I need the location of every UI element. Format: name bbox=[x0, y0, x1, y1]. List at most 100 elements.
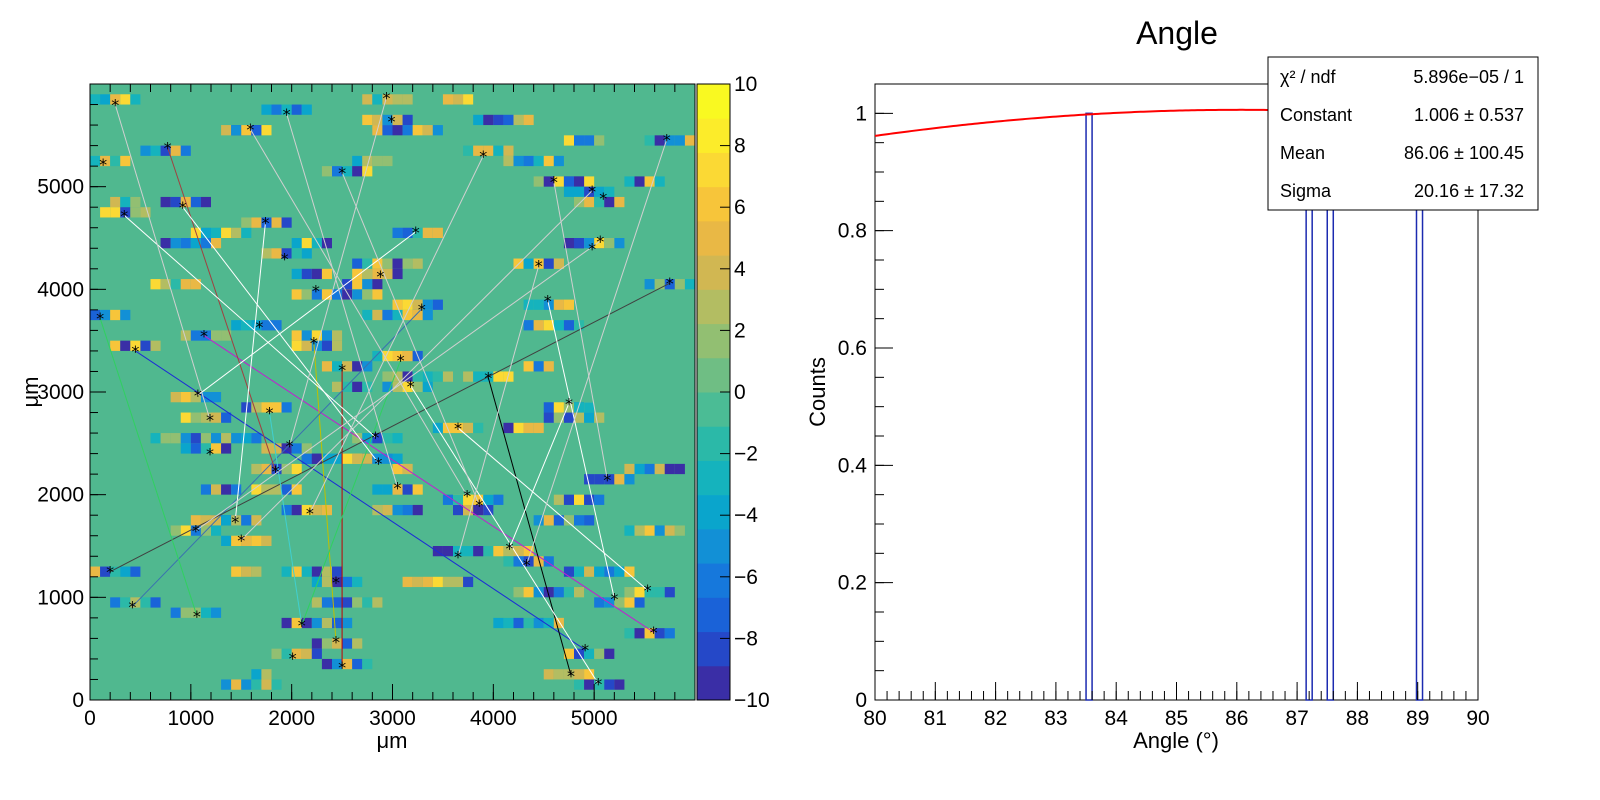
heatmap-cell bbox=[553, 258, 564, 269]
heatmap-cell bbox=[543, 402, 554, 413]
heatmap-cell bbox=[563, 238, 574, 249]
track-line bbox=[457, 265, 540, 557]
heatmap-cell bbox=[533, 587, 544, 598]
heatmap-panel: * * * * * * * * * * * * * * * * * * * * * * * * * * * * * * * * * * * * * * * *… bbox=[18, 73, 770, 753]
colorbar-band bbox=[697, 631, 730, 667]
heatmap-cell bbox=[271, 104, 282, 115]
heatmap-cell bbox=[261, 484, 272, 495]
heatmap-cell bbox=[321, 453, 332, 464]
heatmap-cell bbox=[251, 320, 262, 331]
heatmap-cell bbox=[170, 607, 181, 618]
heatmap-cell bbox=[543, 176, 554, 187]
heatmap-cell bbox=[261, 217, 272, 228]
heatmap-cell bbox=[584, 679, 595, 690]
heatmap-cell bbox=[311, 648, 322, 659]
track-line bbox=[341, 172, 480, 506]
heatmap-cell bbox=[352, 381, 363, 392]
heatmap-cell bbox=[332, 330, 343, 341]
heatmap-cell bbox=[422, 371, 433, 382]
colorbar-tick-label: 4 bbox=[734, 258, 746, 281]
heatmap-cell bbox=[200, 227, 211, 238]
hit-marker: * bbox=[666, 274, 674, 293]
heatmap-cell bbox=[221, 125, 232, 136]
heatmap-cell bbox=[190, 196, 201, 208]
heatmap-cell bbox=[412, 371, 423, 382]
hit-marker: * bbox=[96, 309, 104, 328]
heatmap-cell bbox=[463, 145, 474, 156]
heatmap-cell bbox=[594, 474, 605, 485]
heatmap-cell bbox=[382, 453, 393, 464]
heatmap-cell bbox=[211, 238, 222, 249]
x-tick-label: 4000 bbox=[470, 707, 517, 730]
heatmap-cell bbox=[281, 248, 292, 259]
heatmap-cell bbox=[261, 679, 272, 690]
heatmap-tracks bbox=[99, 97, 671, 684]
heatmap-cell bbox=[120, 196, 131, 208]
heatmap-cell bbox=[422, 299, 433, 310]
colorbar-band bbox=[697, 357, 730, 393]
heatmap-cell bbox=[301, 340, 312, 351]
heatmap-cell bbox=[402, 114, 413, 126]
colorbar-band bbox=[697, 597, 730, 633]
heatmap-cell bbox=[584, 402, 595, 413]
colorbar-band bbox=[697, 563, 730, 598]
heatmap-cell bbox=[261, 443, 272, 454]
heatmap-cell bbox=[251, 125, 262, 136]
heatmap-cell bbox=[342, 279, 353, 290]
heatmap-cell bbox=[674, 135, 685, 146]
hit-marker: * bbox=[382, 88, 390, 107]
heatmap-cell bbox=[604, 196, 615, 208]
heatmap-cell bbox=[372, 433, 383, 444]
heatmap-cell bbox=[221, 443, 232, 454]
heatmap-cell bbox=[553, 587, 564, 598]
hit-marker: * bbox=[194, 386, 202, 405]
heatmap-cell bbox=[574, 494, 585, 505]
heatmap-cell bbox=[553, 515, 564, 526]
heatmap-cell bbox=[271, 484, 282, 495]
heatmap-cell bbox=[180, 412, 191, 423]
heatmap-cell bbox=[321, 576, 332, 588]
heatmap-cell bbox=[604, 238, 615, 249]
heatmap-cell bbox=[473, 546, 484, 557]
heatmap-cell bbox=[291, 340, 302, 351]
heatmap-cell bbox=[453, 504, 464, 516]
heatmap-cell bbox=[160, 433, 171, 444]
x-tick-label: 89 bbox=[1406, 707, 1429, 730]
heatmap-cell bbox=[614, 566, 625, 577]
colorbar-tick-label: −2 bbox=[734, 443, 758, 466]
colorbar-tick-label: −10 bbox=[734, 689, 770, 712]
heatmap-cell bbox=[321, 504, 332, 516]
x-tick-label: 0 bbox=[84, 707, 96, 730]
track-line bbox=[114, 104, 211, 420]
heatmap-cell bbox=[100, 155, 111, 167]
heatmap-cell bbox=[321, 361, 332, 372]
heatmap-cell bbox=[453, 494, 464, 505]
heatmap-cell bbox=[463, 576, 474, 588]
heatmap-cell bbox=[503, 114, 514, 126]
track-line bbox=[286, 113, 399, 488]
hit-marker: * bbox=[479, 147, 487, 166]
x-tick-label: 87 bbox=[1285, 707, 1308, 730]
heatmap-cell bbox=[291, 248, 302, 259]
heatmap-cell bbox=[523, 556, 534, 567]
heatmap-cell bbox=[614, 597, 625, 608]
heatmap-cell bbox=[372, 597, 383, 608]
y-tick-label: 1 bbox=[855, 102, 867, 125]
heatmap-cell bbox=[251, 484, 262, 495]
hit-marker: * bbox=[286, 436, 294, 455]
heatmap-cell bbox=[362, 155, 373, 167]
heatmap-cell bbox=[553, 155, 564, 167]
heatmap-x-axis-label: μm bbox=[376, 728, 407, 753]
heatmap-cell bbox=[392, 504, 403, 516]
heatmap-cell bbox=[654, 135, 665, 146]
hit-marker: * bbox=[650, 623, 658, 642]
heatmap-cell bbox=[150, 433, 161, 444]
heatmap-cell bbox=[412, 125, 423, 136]
hit-marker: * bbox=[255, 317, 263, 336]
heatmap-cell bbox=[221, 433, 232, 444]
heatmap-cell bbox=[422, 309, 433, 321]
heatmap-cell bbox=[332, 566, 343, 577]
x-tick-label: 80 bbox=[863, 707, 886, 730]
heatmap-cell bbox=[332, 638, 343, 649]
heatmap-cell bbox=[412, 309, 423, 321]
